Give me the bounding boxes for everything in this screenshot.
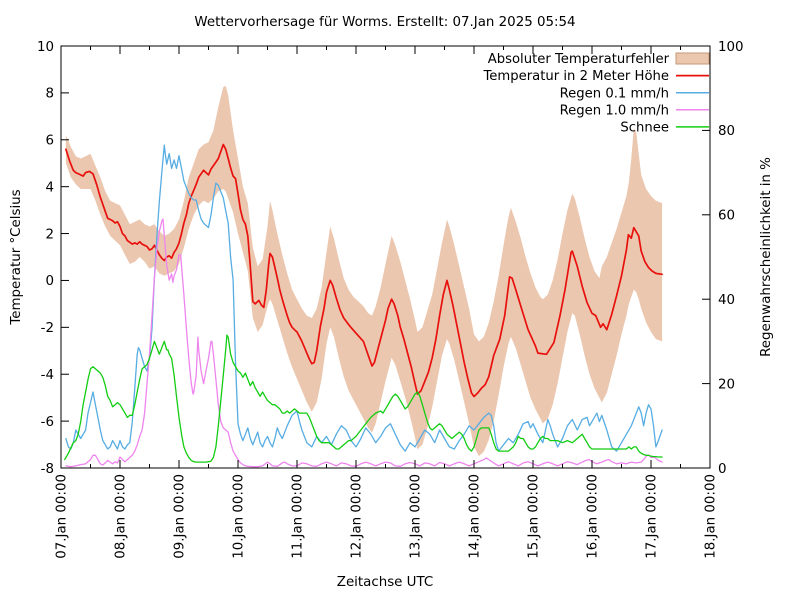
legend-item: Schnee	[620, 121, 709, 136]
y-tick-label: 0	[45, 274, 54, 289]
y2-axis-ticks: 0 20 40 60 80 100	[702, 40, 744, 477]
legend-label: Regen 1.0 mm/h	[560, 103, 669, 118]
x-axis-ticks: 07.Jan 00:00 08.Jan 00:00 09.Jan 00:00 10.J…	[55, 46, 719, 559]
series-rain-10mmh	[65, 218, 663, 468]
x-tick-label: 16.Jan 00:00	[586, 474, 601, 559]
y-tick-label: -2	[41, 321, 54, 336]
y2-tick-label: 20	[718, 377, 735, 392]
chart-title: Wettervorhersage für Worms. Erstellt: 07…	[194, 15, 575, 30]
x-tick-label: 15.Jan 00:00	[527, 474, 542, 559]
legend-band-swatch-icon	[675, 52, 710, 65]
plot-frame-layer: 07.Jan 00:00 08.Jan 00:00 09.Jan 00:00 10.J…	[37, 40, 744, 559]
y2-axis-label: Regenwahrscheinlichkeit in %	[759, 157, 774, 357]
error-band	[65, 85, 663, 457]
series-rain-01mmh	[65, 144, 663, 452]
x-tick-label: 07.Jan 00:00	[55, 474, 70, 559]
y-tick-label: 8	[45, 87, 54, 102]
y2-tick-label: 80	[718, 124, 735, 139]
error-band-layer	[65, 85, 663, 457]
x-tick-label: 10.Jan 00:00	[232, 474, 247, 559]
x-tick-label: 18.Jan 00:00	[704, 474, 719, 559]
y2-tick-label: 60	[718, 209, 735, 224]
x-tick-label: 14.Jan 00:00	[468, 474, 483, 559]
y2-tick-label: 100	[718, 40, 744, 55]
y2-tick-label: 40	[718, 293, 735, 308]
y-tick-label: 10	[37, 40, 54, 55]
y-tick-label: -4	[41, 368, 54, 383]
legend-label: Absoluter Temperaturfehler	[488, 52, 670, 67]
series-snow	[64, 334, 663, 463]
legend-label: Schnee	[620, 121, 669, 136]
y-axis-ticks: -8 -6 -4 -2 0 2 4 6 8 10	[37, 40, 69, 477]
legend-item: Absoluter Temperaturfehler	[488, 52, 710, 67]
x-axis-label: Zeitachse UTC	[337, 575, 433, 590]
series-temperature-2m	[65, 143, 663, 398]
x-tick-label: 17.Jan 00:00	[645, 474, 660, 559]
y-tick-label: 6	[45, 134, 54, 149]
y-tick-label: 2	[45, 227, 54, 242]
legend: Absoluter Temperaturfehler Temperatur in …	[482, 52, 710, 136]
x-tick-label: 13.Jan 00:00	[409, 474, 424, 559]
y-tick-label: 4	[45, 180, 54, 195]
x-tick-label: 09.Jan 00:00	[173, 474, 188, 559]
y-axis-label: Temperatur °Celsius	[9, 189, 24, 325]
legend-item: Regen 1.0 mm/h	[560, 103, 709, 118]
x-tick-label: 08.Jan 00:00	[114, 474, 129, 559]
x-tick-label: 11.Jan 00:00	[291, 474, 306, 559]
legend-label: Temperatur in 2 Meter Höhe	[482, 69, 669, 84]
y-tick-label: -6	[41, 415, 54, 430]
series-layer	[64, 143, 663, 468]
legend-label: Regen 0.1 mm/h	[560, 86, 669, 101]
legend-item: Temperatur in 2 Meter Höhe	[482, 69, 709, 84]
legend-item: Regen 0.1 mm/h	[560, 86, 709, 101]
x-tick-label: 12.Jan 00:00	[350, 474, 365, 559]
y-tick-label: -8	[41, 462, 54, 477]
y2-tick-label: 0	[718, 462, 727, 477]
